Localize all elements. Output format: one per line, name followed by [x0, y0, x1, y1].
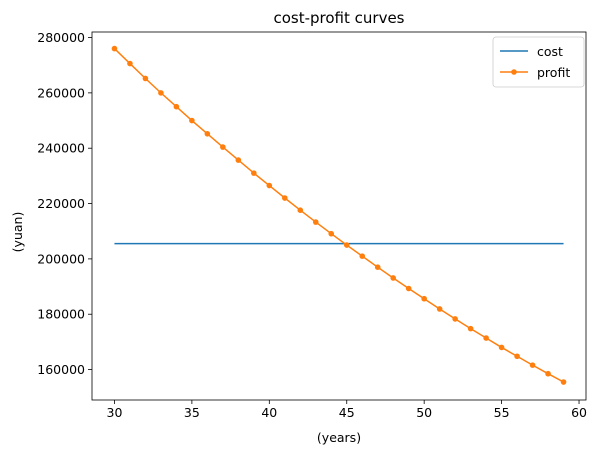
legend-box: [492, 36, 585, 88]
data-point-profit: [529, 362, 536, 368]
legend-cost-label: cost: [537, 44, 563, 59]
data-point-profit: [173, 103, 180, 110]
data-point-profit: [560, 379, 567, 385]
data-point-profit: [111, 45, 118, 52]
y-tick-label: 280000: [37, 30, 85, 45]
series-layer: [111, 45, 567, 385]
y-tick-label: 240000: [37, 141, 85, 156]
data-point-profit: [328, 230, 335, 237]
data-point-profit: [374, 264, 381, 270]
data-point-profit: [452, 316, 458, 322]
data-point-profit: [467, 325, 474, 332]
data-point-profit: [514, 353, 520, 360]
data-point-profit: [127, 60, 133, 67]
legend-profit-marker: [511, 69, 517, 75]
data-point-profit: [158, 90, 164, 96]
y-tick-label: 220000: [37, 196, 85, 211]
y-tick-label: 180000: [37, 307, 85, 322]
y-axis-ticks: 160000 180000 200000 220000 240000 260000 2800…: [37, 30, 92, 377]
data-point-profit: [436, 306, 443, 312]
data-point-profit: [421, 295, 427, 302]
data-point-profit: [405, 285, 412, 292]
x-axis-ticks: 30 35 40 45 50 55 60: [107, 400, 587, 420]
x-tick-label: 35: [184, 405, 200, 420]
data-point-profit: [235, 157, 242, 163]
data-point-profit: [142, 75, 149, 82]
plot-frame: [91, 31, 587, 401]
data-point-profit: [498, 344, 505, 351]
legend: cost profit: [492, 36, 585, 88]
x-tick-label: 55: [494, 405, 510, 420]
chart-title: cost-profit curves: [273, 9, 404, 27]
y-tick-label: 200000: [37, 251, 85, 266]
x-tick-label: 60: [571, 405, 587, 420]
y-tick-label: 160000: [37, 362, 85, 377]
data-point-profit: [220, 144, 226, 150]
data-point-profit: [312, 219, 319, 225]
data-point-profit: [266, 182, 273, 189]
x-axis-label: (years): [317, 430, 361, 445]
data-point-profit: [189, 117, 195, 124]
data-point-profit: [297, 207, 304, 213]
x-tick-label: 50: [416, 405, 432, 420]
legend-profit-label: profit: [537, 65, 570, 80]
x-tick-label: 40: [261, 405, 277, 420]
data-point-profit: [390, 275, 397, 281]
x-tick-label: 30: [107, 405, 123, 420]
y-tick-label: 260000: [37, 85, 85, 100]
data-point-profit: [251, 170, 257, 176]
data-point-profit: [483, 335, 489, 341]
data-point-profit: [545, 370, 551, 377]
data-point-profit: [204, 131, 211, 137]
data-point-profit: [359, 253, 366, 259]
x-tick-label: 45: [339, 405, 355, 420]
series-line-profit: [113, 48, 564, 383]
data-point-profit: [343, 242, 350, 248]
data-point-profit: [281, 195, 288, 201]
y-axis-label: (yuan): [10, 212, 25, 253]
